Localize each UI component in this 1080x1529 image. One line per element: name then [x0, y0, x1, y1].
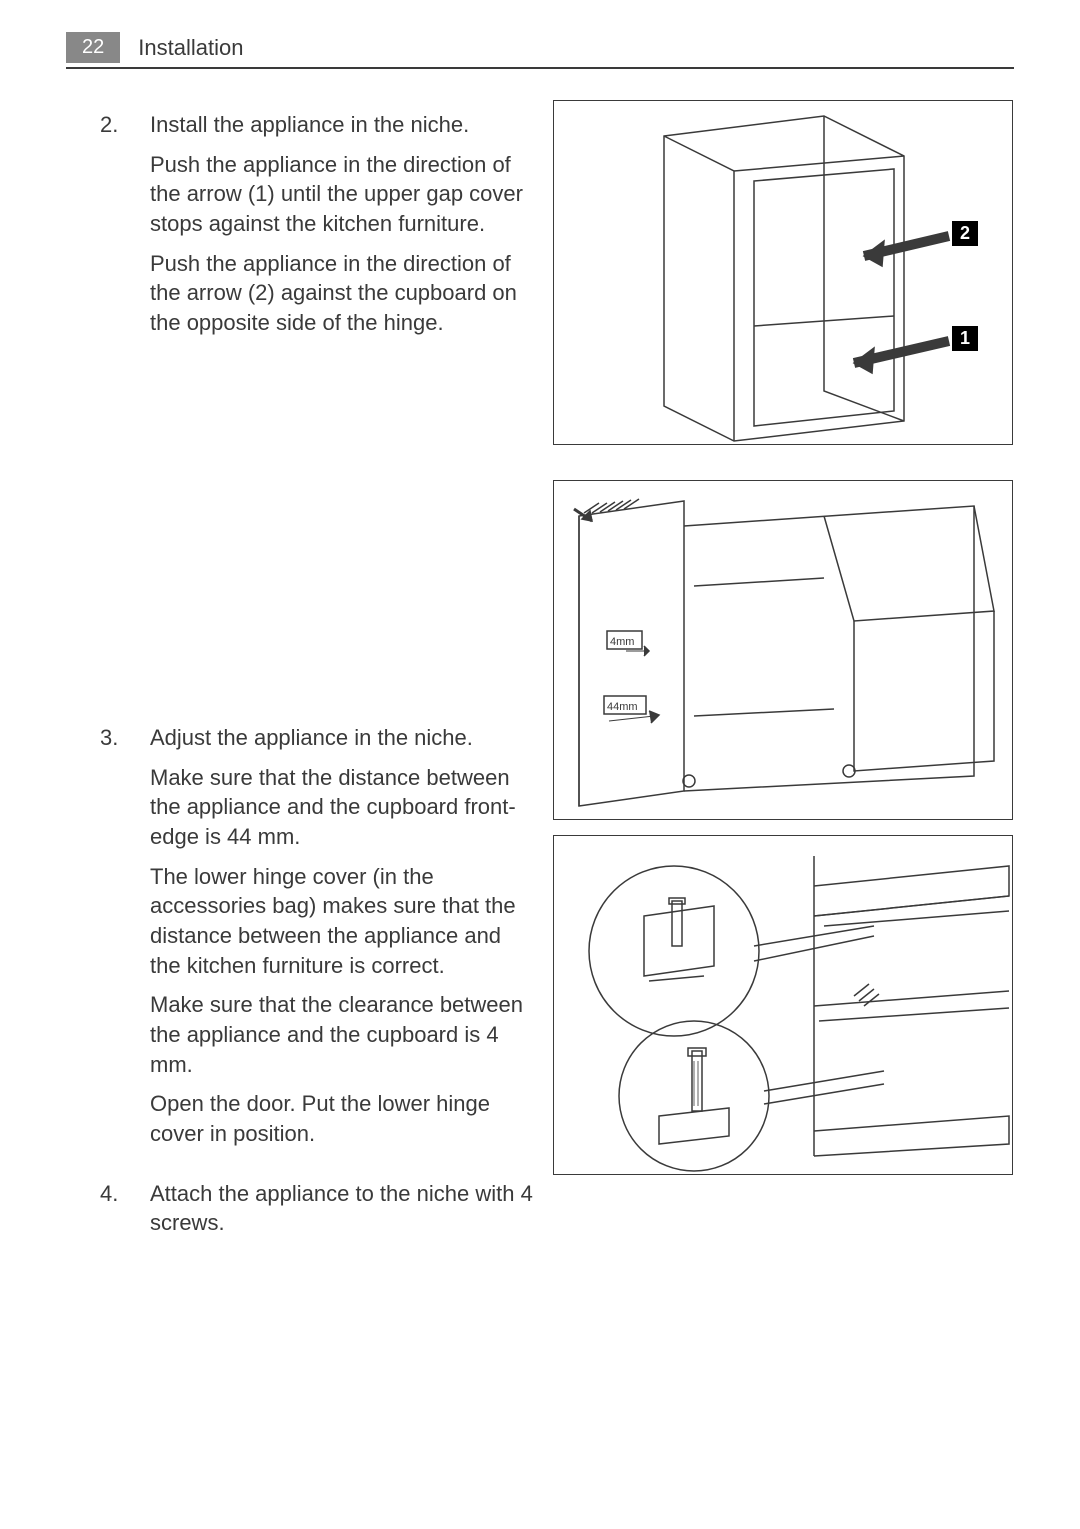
- step-number: 3.: [100, 723, 150, 1159]
- step-paragraph: Adjust the appliance in the niche.: [150, 723, 530, 753]
- step-text: Attach the appliance to the niche with 4…: [150, 1179, 570, 1248]
- page-header: 22 Installation: [66, 32, 1014, 69]
- step-text: Adjust the appliance in the niche. Make …: [150, 723, 530, 1159]
- figure-attach-screws: [553, 835, 1013, 1175]
- step-paragraph: Attach the appliance to the niche with 4…: [150, 1179, 570, 1238]
- step-number: 4.: [100, 1179, 150, 1248]
- figure1-svg: [554, 101, 1014, 446]
- callout-label-2: 2: [952, 221, 978, 246]
- figure-adjust-niche: 4mm 44mm: [553, 480, 1013, 820]
- dim-4mm-text: 4mm: [610, 636, 634, 648]
- step-paragraph: Install the appliance in the niche.: [150, 110, 530, 140]
- step-paragraph: Push the appliance in the direction of t…: [150, 150, 530, 239]
- step-paragraph: Make sure that the clearance between the…: [150, 990, 530, 1079]
- step-paragraph: Open the door. Put the lower hinge cover…: [150, 1089, 530, 1148]
- figure2-svg: 4mm 44mm: [554, 481, 1014, 821]
- step-paragraph: The lower hinge cover (in the accessorie…: [150, 862, 530, 981]
- callout-label-1: 1: [952, 326, 978, 351]
- figure3-svg: [554, 836, 1014, 1176]
- step-4: 4. Attach the appliance to the niche wit…: [100, 1179, 1014, 1248]
- step-paragraph: Make sure that the distance between the …: [150, 763, 530, 852]
- step-text: Install the appliance in the niche. Push…: [150, 110, 530, 348]
- page-number-badge: 22: [66, 32, 120, 63]
- step-number: 2.: [100, 110, 150, 348]
- figure-install-niche: 2 1: [553, 100, 1013, 445]
- step-paragraph: Push the appliance in the direction of t…: [150, 249, 530, 338]
- section-title: Installation: [138, 35, 243, 61]
- dim-44mm-text: 44mm: [607, 701, 638, 713]
